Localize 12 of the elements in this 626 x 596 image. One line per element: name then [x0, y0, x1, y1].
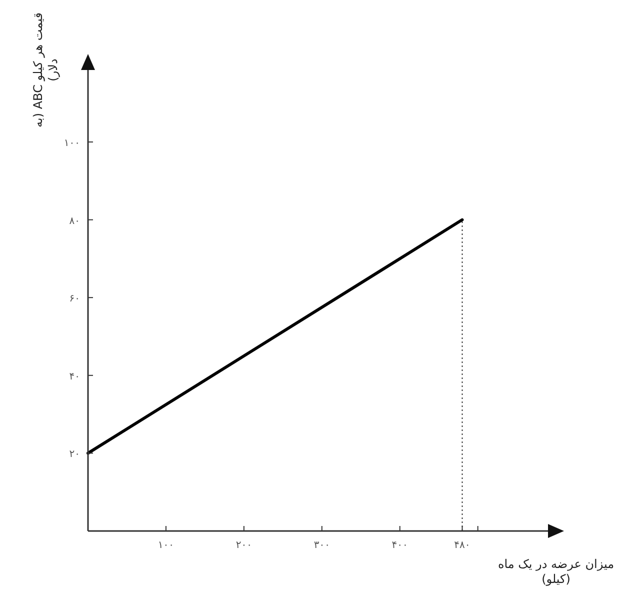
x-tick-label: ۲۰۰ [236, 540, 252, 551]
x-tick-label: ۴۸۰ [454, 540, 470, 551]
y-tick-label: ۲۰ [69, 449, 80, 460]
x-tick-label: ۴۰۰ [392, 540, 408, 551]
x-tick-label: ۱۰۰ [158, 540, 174, 551]
y-tick-label: ۴۰ [69, 371, 80, 382]
y-tick-label: ۱۰۰ [64, 138, 80, 149]
x-tick-label: ۳۰۰ [314, 540, 330, 551]
y-axis-title: قیمت هر کیلو ABC (به دلار) [31, 12, 61, 129]
y-tick-label: ۶۰ [69, 294, 80, 305]
x-axis-title: میزان عرضه در یک ماه (کیلو) [496, 557, 616, 587]
y-tick-label: ۸۰ [69, 216, 80, 227]
